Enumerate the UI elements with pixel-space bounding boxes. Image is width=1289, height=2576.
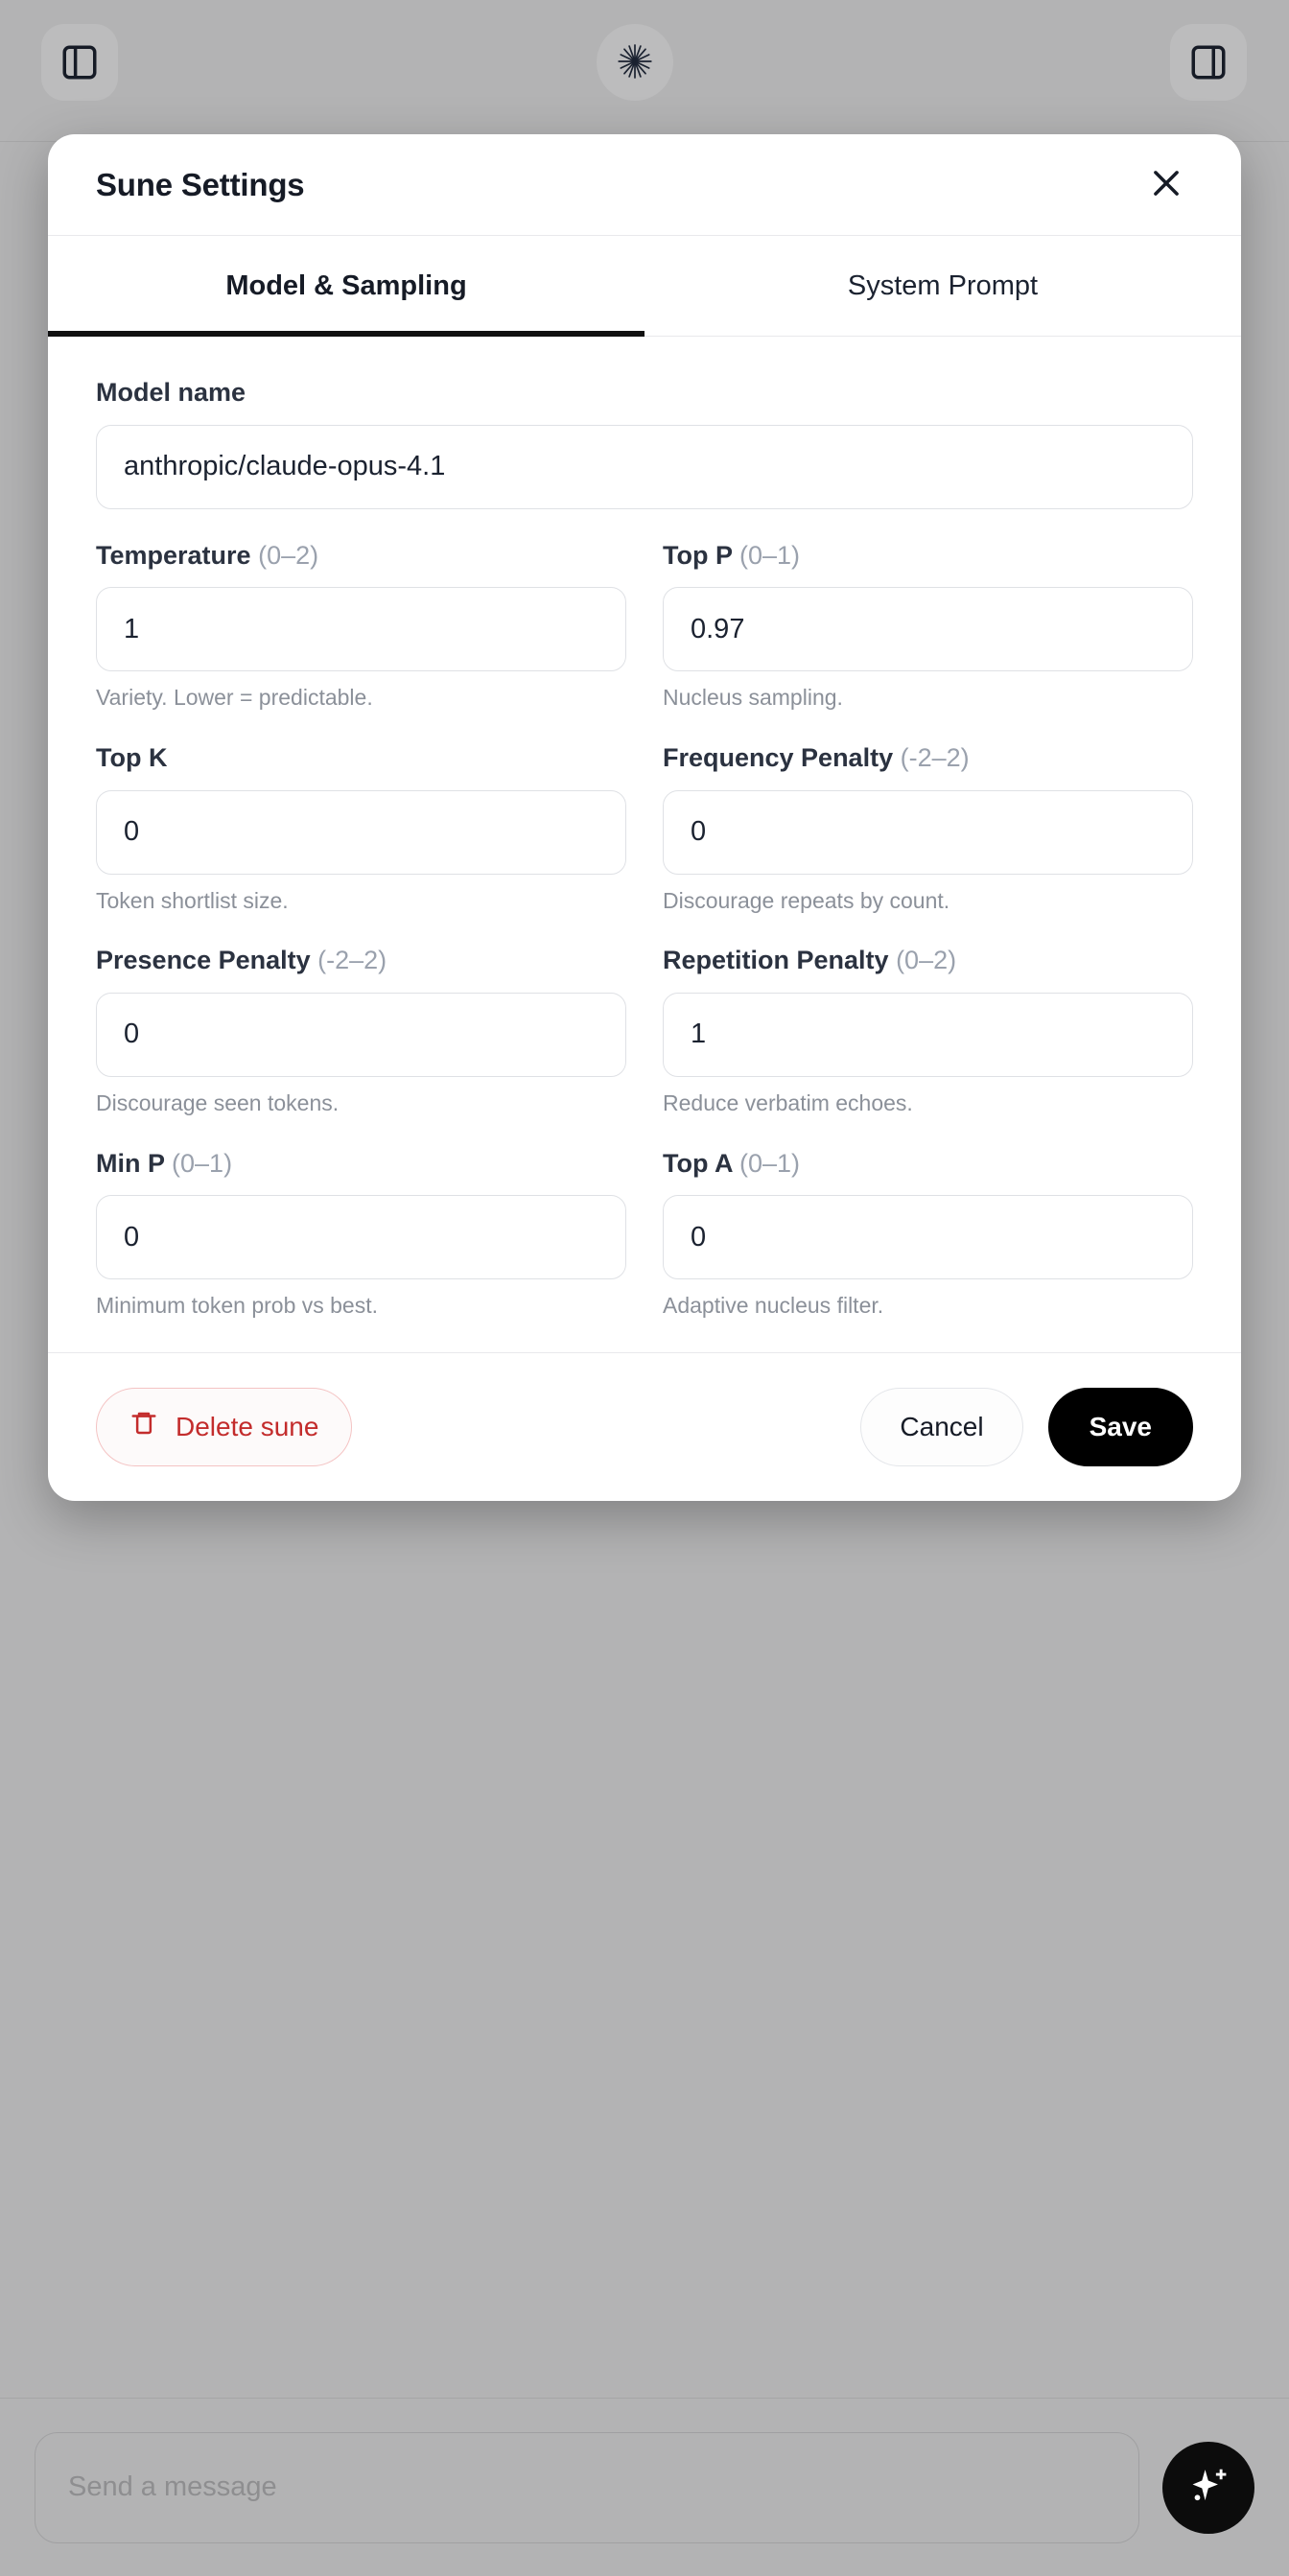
toggle-left-sidebar-button[interactable] bbox=[41, 24, 118, 101]
presence-penalty-hint: Discourage seen tokens. bbox=[96, 1089, 340, 1115]
min-p-label: Min P (0–1) bbox=[96, 1148, 626, 1179]
top-a-label: Top A (0–1) bbox=[663, 1148, 1193, 1179]
dialog-body: Model name Temperature (0–2) Variety. Lo… bbox=[48, 337, 1241, 1352]
delete-sune-button[interactable]: Delete sune bbox=[96, 1387, 353, 1466]
presence-penalty-label: Presence Penalty (-2–2) bbox=[96, 946, 626, 975]
model-name-input[interactable] bbox=[96, 424, 1193, 509]
top-a-label-text: Top A bbox=[663, 1148, 733, 1178]
frequency-penalty-range: (-2–2) bbox=[900, 742, 970, 772]
model-name-label: Model name bbox=[96, 378, 246, 407]
presence-penalty-label-text: Presence Penalty bbox=[96, 946, 311, 975]
message-composer bbox=[0, 2398, 1289, 2576]
field-group-temperature: Temperature (0–2) Variety. Lower = predi… bbox=[96, 540, 626, 712]
field-group-top-k: Top K Token shortlist size. bbox=[96, 742, 626, 914]
top-a-input[interactable] bbox=[663, 1195, 1193, 1280]
temperature-label: Temperature (0–2) bbox=[96, 540, 626, 571]
dialog-footer-actions: Cancel Save bbox=[860, 1387, 1193, 1466]
close-icon bbox=[1148, 165, 1184, 204]
top-k-label: Top K bbox=[96, 742, 626, 773]
top-a-range: (0–1) bbox=[739, 1148, 801, 1178]
temperature-range: (0–2) bbox=[258, 540, 319, 570]
temperature-input[interactable] bbox=[96, 587, 626, 672]
field-group-top-a: Top A (0–1) Adaptive nucleus filter. bbox=[663, 1148, 1193, 1320]
top-p-label: Top P (0–1) bbox=[663, 540, 1193, 571]
top-k-label-text: Top K bbox=[96, 742, 168, 772]
field-row-1: Temperature (0–2) Variety. Lower = predi… bbox=[96, 540, 1193, 712]
starburst-icon bbox=[616, 42, 654, 83]
field-group-top-p: Top P (0–1) Nucleus sampling. bbox=[663, 540, 1193, 712]
trash-icon bbox=[129, 1409, 158, 1444]
top-p-range: (0–1) bbox=[739, 540, 801, 570]
top-k-input[interactable] bbox=[96, 789, 626, 875]
save-button[interactable]: Save bbox=[1047, 1387, 1193, 1466]
close-dialog-button[interactable] bbox=[1139, 158, 1193, 212]
top-p-hint: Nucleus sampling. bbox=[663, 685, 843, 711]
temperature-hint: Variety. Lower = predictable. bbox=[96, 685, 373, 711]
frequency-penalty-hint: Discourage repeats by count. bbox=[663, 887, 950, 913]
field-row-2: Top K Token shortlist size. Frequency Pe… bbox=[96, 742, 1193, 914]
repetition-penalty-label-text: Repetition Penalty bbox=[663, 946, 889, 975]
repetition-penalty-hint: Reduce verbatim echoes. bbox=[663, 1089, 913, 1115]
panel-left-icon bbox=[59, 42, 100, 82]
frequency-penalty-input[interactable] bbox=[663, 789, 1193, 875]
top-p-label-text: Top P bbox=[663, 540, 733, 570]
top-k-hint: Token shortlist size. bbox=[96, 887, 289, 913]
repetition-penalty-range: (0–2) bbox=[896, 946, 957, 975]
model-name-field-group: Model name bbox=[96, 378, 1193, 509]
repetition-penalty-input[interactable] bbox=[663, 992, 1193, 1077]
message-input[interactable] bbox=[35, 2431, 1139, 2543]
top-bar bbox=[0, 0, 1289, 142]
presence-penalty-input[interactable] bbox=[96, 992, 626, 1077]
cancel-button[interactable]: Cancel bbox=[860, 1387, 1023, 1466]
min-p-input[interactable] bbox=[96, 1195, 626, 1280]
top-a-hint: Adaptive nucleus filter. bbox=[663, 1293, 884, 1319]
panel-right-icon bbox=[1188, 42, 1229, 82]
send-message-button[interactable] bbox=[1162, 2441, 1254, 2534]
min-p-range: (0–1) bbox=[172, 1148, 233, 1178]
repetition-penalty-label: Repetition Penalty (0–2) bbox=[663, 946, 1193, 975]
frequency-penalty-label-text: Frequency Penalty bbox=[663, 742, 894, 772]
tab-model-and-sampling[interactable]: Model & Sampling bbox=[48, 236, 644, 337]
field-group-min-p: Min P (0–1) Minimum token prob vs best. bbox=[96, 1148, 626, 1320]
min-p-hint: Minimum token prob vs best. bbox=[96, 1293, 379, 1319]
dialog-footer: Delete sune Cancel Save bbox=[48, 1351, 1241, 1501]
assistant-starburst-button[interactable] bbox=[597, 24, 673, 101]
sparkle-plus-icon bbox=[1186, 2464, 1230, 2511]
tab-system-prompt[interactable]: System Prompt bbox=[644, 236, 1241, 336]
field-group-presence-penalty: Presence Penalty (-2–2) Discourage seen … bbox=[96, 946, 626, 1116]
field-row-4: Min P (0–1) Minimum token prob vs best. … bbox=[96, 1148, 1193, 1320]
field-group-frequency-penalty: Frequency Penalty (-2–2) Discourage repe… bbox=[663, 742, 1193, 914]
top-p-input[interactable] bbox=[663, 587, 1193, 672]
dialog-header: Sune Settings bbox=[48, 134, 1241, 236]
dialog-title: Sune Settings bbox=[96, 166, 305, 202]
min-p-label-text: Min P bbox=[96, 1148, 165, 1178]
presence-penalty-range: (-2–2) bbox=[317, 946, 387, 975]
dialog-tabs: Model & Sampling System Prompt bbox=[48, 236, 1241, 337]
sune-settings-dialog: Sune Settings Model & Sampling System Pr… bbox=[48, 134, 1241, 1501]
field-group-repetition-penalty: Repetition Penalty (0–2) Reduce verbatim… bbox=[663, 946, 1193, 1116]
delete-sune-label: Delete sune bbox=[176, 1411, 319, 1441]
field-row-3: Presence Penalty (-2–2) Discourage seen … bbox=[96, 946, 1193, 1116]
toggle-right-sidebar-button[interactable] bbox=[1170, 24, 1247, 101]
frequency-penalty-label: Frequency Penalty (-2–2) bbox=[663, 742, 1193, 773]
temperature-label-text: Temperature bbox=[96, 540, 251, 570]
